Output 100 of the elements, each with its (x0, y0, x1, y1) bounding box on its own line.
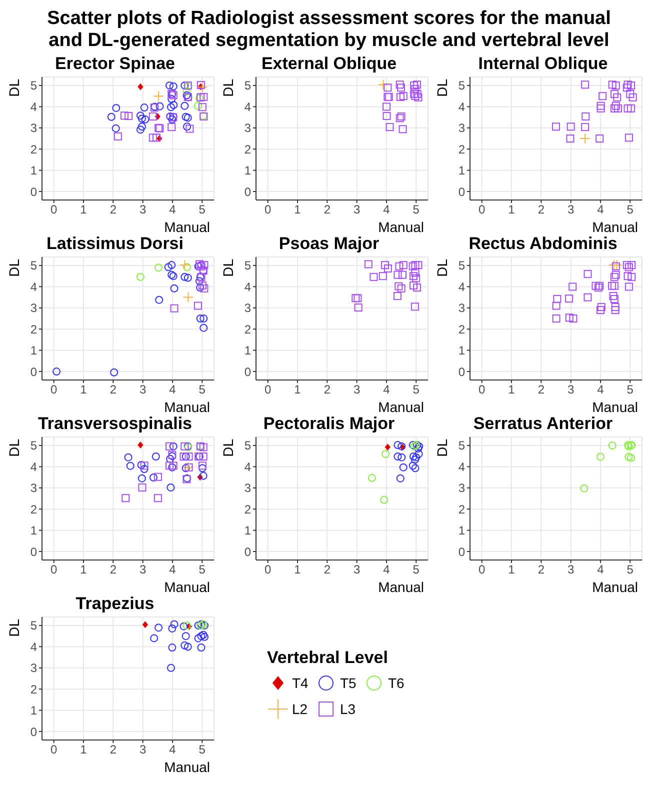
y-tick-label: 4 (458, 100, 466, 114)
y-axis-title: DL (6, 258, 22, 277)
x-tick-label: 1 (508, 202, 516, 217)
y-tick-label: 3 (244, 121, 252, 136)
y-tick-label: 3 (244, 481, 252, 496)
y-tick-label: 0 (458, 184, 466, 199)
y-axis-title: DL (434, 258, 450, 277)
y-tick-label: 3 (458, 481, 466, 496)
x-tick-label: 1 (508, 382, 516, 397)
x-tick-label: 2 (538, 382, 545, 397)
y-tick-label: 1 (30, 344, 38, 358)
x-tick-label: 5 (626, 562, 634, 577)
y-tick-label: 4 (244, 460, 252, 474)
x-tick-label: 2 (538, 202, 545, 217)
x-tick-label: 3 (567, 202, 574, 217)
x-tick-label: 3 (567, 382, 574, 397)
y-tick-label: 0 (458, 364, 466, 379)
x-tick-label: 5 (198, 742, 206, 757)
y-tick-label: 0 (244, 184, 252, 199)
text: Scatter plots of Radiologist assessment scores for the manual and DL-generated segmentation by muscle and vertebral level (46, 8, 612, 52)
x-tick-label: 4 (169, 382, 176, 397)
y-axis-title: DL (220, 258, 236, 277)
y-tick-label: 4 (458, 280, 466, 294)
x-tick-label: 5 (412, 202, 420, 217)
y-tick-label: 2 (30, 682, 38, 696)
y-axis-title: DL (6, 78, 22, 97)
x-tick-label: 0 (50, 562, 58, 577)
y-tick-label: 1 (244, 524, 252, 538)
y-tick-label: 1 (244, 164, 252, 178)
legend-title: Vertebral Level (267, 648, 389, 668)
x-tick-label: 3 (139, 382, 146, 397)
x-tick-label: 4 (597, 202, 604, 217)
y-tick-label: 0 (30, 184, 38, 199)
y-tick-label: 3 (30, 301, 38, 316)
y-tick-label: 0 (458, 544, 466, 559)
x-axis-title: Manual (592, 579, 638, 595)
x-axis-title: Manual (592, 399, 638, 415)
x-tick-label: 4 (383, 202, 390, 217)
y-tick-label: 1 (244, 344, 252, 358)
y-tick-label: 5 (30, 438, 38, 453)
y-tick-label: 4 (30, 460, 38, 474)
x-axis-title: Manual (592, 219, 638, 235)
x-tick-label: 1 (508, 562, 516, 577)
legend-label: T5 (340, 675, 356, 691)
y-tick-label: 5 (30, 78, 38, 93)
chart-title: Rectus Abdominis (468, 234, 618, 253)
x-tick-label: 5 (412, 562, 420, 577)
x-tick-label: 1 (80, 742, 88, 757)
x-axis-title: Manual (378, 399, 424, 415)
x-tick-label: 5 (626, 202, 634, 217)
y-tick-label: 2 (30, 322, 38, 336)
y-axis-title: DL (220, 78, 236, 97)
y-tick-label: 5 (458, 78, 466, 93)
x-tick-label: 0 (50, 382, 58, 397)
x-tick-label: 2 (324, 562, 331, 577)
y-axis-title: DL (6, 618, 22, 637)
y-tick-label: 3 (458, 301, 466, 316)
y-tick-label: 5 (244, 258, 252, 273)
y-tick-label: 2 (458, 502, 466, 516)
x-tick-label: 1 (80, 562, 88, 577)
x-axis-title: Manual (164, 219, 210, 235)
y-tick-label: 4 (30, 640, 38, 654)
y-tick-label: 5 (458, 258, 466, 273)
x-axis-title: Manual (164, 399, 210, 415)
legend-label: T6 (388, 675, 404, 691)
x-tick-label: 2 (324, 202, 331, 217)
x-tick-label: 3 (567, 562, 574, 577)
x-tick-label: 5 (198, 382, 206, 397)
y-tick-label: 0 (30, 364, 38, 379)
x-tick-label: 4 (597, 562, 604, 577)
x-axis-title: Manual (164, 759, 210, 775)
x-tick-label: 1 (294, 382, 302, 397)
y-tick-label: 5 (30, 618, 38, 633)
y-axis-title: DL (434, 78, 450, 97)
x-tick-label: 4 (169, 742, 176, 757)
x-tick-label: 2 (110, 562, 117, 577)
chart-title: Latissimus Dorsi (46, 234, 184, 253)
y-tick-label: 0 (30, 544, 38, 559)
x-axis-title: Manual (378, 579, 424, 595)
y-tick-label: 2 (30, 142, 38, 156)
x-tick-label: 4 (169, 202, 176, 217)
y-tick-label: 1 (30, 704, 38, 718)
x-tick-label: 1 (80, 382, 88, 397)
y-tick-label: 1 (458, 164, 466, 178)
x-axis-title: Manual (164, 579, 210, 595)
y-tick-label: 5 (244, 438, 252, 453)
y-tick-label: 3 (244, 301, 252, 316)
y-tick-label: 4 (244, 280, 252, 294)
x-tick-label: 1 (80, 202, 88, 217)
y-tick-label: 1 (30, 524, 38, 538)
x-tick-label: 3 (139, 562, 146, 577)
x-tick-label: 3 (139, 202, 146, 217)
y-axis-title: DL (6, 438, 22, 457)
x-tick-label: 0 (264, 382, 272, 397)
x-tick-label: 0 (50, 742, 58, 757)
x-tick-label: 0 (478, 382, 486, 397)
x-tick-label: 2 (324, 382, 331, 397)
x-tick-label: 2 (110, 742, 117, 757)
y-tick-label: 2 (458, 142, 466, 156)
x-tick-label: 0 (264, 202, 272, 217)
